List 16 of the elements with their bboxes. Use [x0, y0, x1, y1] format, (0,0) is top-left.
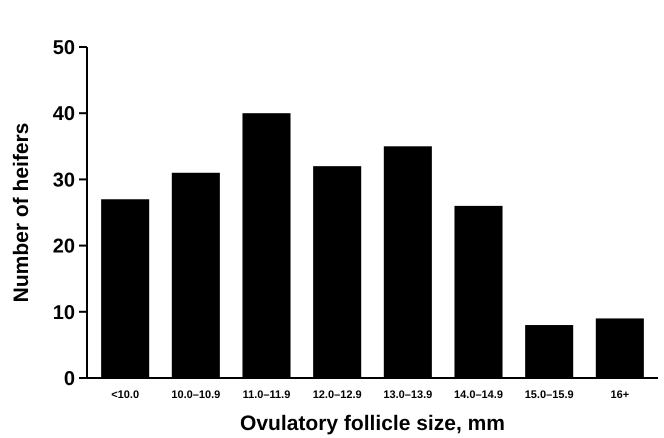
x-tick-label: 10.0–10.9 [171, 389, 220, 401]
x-tick-label: 12.0–12.9 [312, 389, 362, 401]
x-axis-title: Ovulatory follicle size, mm [240, 412, 505, 435]
y-tick-label: 50 [52, 37, 75, 59]
x-tick-label: 11.0–11.9 [242, 389, 290, 401]
y-axis-title: Number of heifers [10, 122, 33, 302]
y-tick-label: 40 [52, 103, 75, 126]
x-tick-label: 13.0–13.9 [383, 389, 432, 401]
x-tick-label: 14.0–14.9 [454, 389, 503, 401]
x-tick-label: <10.0 [111, 389, 140, 401]
y-tick-label: 30 [52, 169, 75, 192]
y-tick-label: 20 [52, 236, 75, 258]
x-tick-label: 16+ [610, 389, 630, 401]
y-tick-label: 10 [52, 302, 75, 324]
y-tick-label: 0 [64, 368, 75, 390]
x-tick-label: 15.0–15.9 [524, 389, 574, 401]
